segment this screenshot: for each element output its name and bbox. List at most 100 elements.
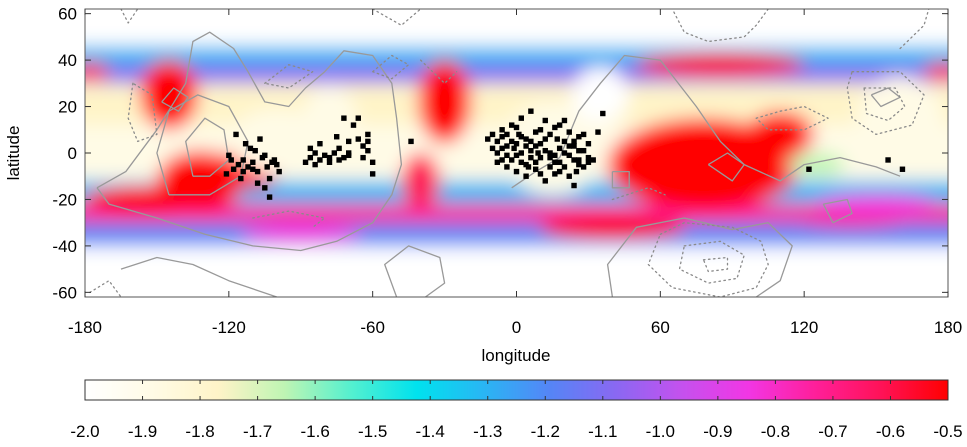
data-point	[266, 194, 273, 200]
data-point	[504, 164, 510, 170]
colorbar-tick-label: -1.2	[531, 422, 560, 441]
contour-line	[372, 54, 410, 80]
data-point	[266, 175, 273, 182]
data-point	[547, 131, 553, 138]
colorbar-tick-label: -0.5	[933, 422, 962, 441]
contour-line	[755, 105, 829, 131]
data-point	[585, 154, 592, 161]
y-tick-label: -20	[52, 190, 77, 209]
colorbar-tick-label: -1.0	[646, 422, 675, 441]
data-point	[547, 154, 553, 161]
data-point	[523, 136, 529, 142]
data-point	[552, 159, 558, 165]
data-point	[537, 141, 544, 147]
colorbar-tick-label: -2.0	[70, 422, 99, 441]
data-point	[542, 117, 548, 124]
colorbar-tick-label: -1.1	[588, 422, 617, 441]
data-point	[556, 145, 563, 152]
data-point	[556, 122, 563, 128]
data-point	[365, 147, 371, 154]
colorbar-tick-label: -0.9	[703, 422, 732, 441]
data-point	[317, 141, 323, 147]
data-point	[532, 129, 539, 135]
x-tick-label: -180	[68, 318, 102, 337]
data-point	[566, 129, 572, 135]
colorbar-ticks: -2.0 -1.9 -1.8 -1.7 -1.6 -1.5 -1.4 -1.3 -1.2 -1.1…	[70, 380, 963, 441]
data-point	[408, 138, 414, 145]
heatmap-feature	[924, 62, 948, 81]
data-point	[307, 145, 314, 152]
colorbar	[84, 379, 949, 401]
data-point	[331, 150, 338, 156]
data-point	[554, 136, 560, 142]
data-point	[885, 157, 891, 163]
heatmap-feature	[401, 153, 440, 209]
y-tick-label: 0	[68, 144, 77, 163]
data-point	[532, 143, 539, 149]
data-point	[226, 152, 232, 159]
data-point	[535, 150, 541, 156]
colorbar-tick-label: -0.6	[876, 422, 905, 441]
data-point	[566, 152, 572, 159]
x-axis-label: longitude	[481, 346, 550, 365]
data-point	[350, 122, 357, 128]
y-tick-label: 20	[58, 98, 77, 117]
data-point	[489, 145, 496, 152]
data-point	[341, 154, 347, 161]
data-point	[307, 154, 314, 161]
data-point	[573, 168, 580, 175]
x-tick-label: -60	[360, 318, 385, 337]
heatmap-feature	[85, 185, 205, 214]
data-point	[528, 154, 534, 161]
data-point	[585, 159, 592, 165]
y-tick-label: 40	[58, 51, 77, 70]
data-point	[537, 127, 544, 133]
data-point	[499, 127, 505, 133]
data-point	[595, 129, 601, 135]
data-point	[566, 143, 572, 149]
contour-line	[606, 217, 793, 297]
data-point	[238, 175, 244, 182]
data-point	[580, 164, 587, 170]
data-point	[334, 134, 340, 140]
heatmap-feature	[140, 60, 198, 130]
x-tick-label: 180	[934, 318, 962, 337]
heatmap-feature	[571, 67, 630, 123]
contour-line	[678, 240, 745, 284]
data-point	[312, 161, 318, 168]
contour-line	[647, 222, 769, 297]
data-point	[341, 115, 347, 121]
data-point	[516, 131, 522, 138]
data-point	[494, 159, 501, 165]
data-point	[240, 157, 246, 163]
x-tick-label: -120	[212, 318, 246, 337]
data-point	[276, 168, 282, 175]
data-point	[590, 157, 596, 163]
heatmap-feature	[636, 53, 805, 77]
data-point	[580, 147, 587, 154]
data-point	[537, 171, 544, 177]
data-point	[245, 164, 251, 170]
data-point	[571, 182, 577, 189]
data-point	[528, 147, 534, 154]
data-point	[360, 154, 366, 161]
data-point	[312, 150, 318, 156]
colorbar-tick-label: -1.8	[185, 422, 214, 441]
data-point	[247, 145, 254, 152]
contour-line	[127, 82, 158, 143]
colorbar-tick-label: -1.7	[243, 422, 272, 441]
data-point	[365, 138, 371, 145]
data-point	[556, 159, 563, 165]
data-point	[576, 134, 582, 140]
contour-line	[611, 187, 666, 201]
data-point	[504, 143, 510, 149]
data-point	[369, 159, 376, 165]
colorbar-tick-label: -1.4	[416, 422, 445, 441]
data-point	[518, 159, 524, 165]
data-point	[250, 166, 256, 172]
data-point	[254, 168, 261, 175]
contour-line	[822, 198, 853, 224]
data-point	[528, 108, 534, 114]
data-point	[504, 152, 510, 159]
